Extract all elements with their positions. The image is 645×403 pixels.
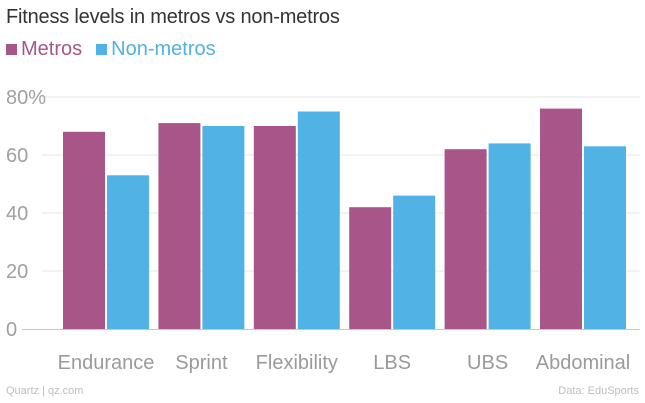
legend-label-metros: Metros	[21, 38, 83, 60]
bar-non-metros-lbs	[393, 195, 436, 329]
y-tick-label: 40	[6, 203, 28, 225]
footer-source-left: Quartz | qz.com	[6, 385, 84, 397]
x-tick-label: Abdominal	[536, 352, 631, 374]
x-tick-label: Sprint	[175, 352, 228, 374]
bar-metros-abdominal	[540, 108, 582, 329]
bar-metros-endurance	[63, 131, 105, 329]
legend-swatch-metros	[6, 44, 17, 55]
y-tick-label: 80%	[6, 87, 46, 109]
chart-title: Fitness levels in metros vs non-metros	[6, 6, 340, 28]
bar-non-metros-abdominal	[584, 146, 626, 329]
y-tick-label: 0	[6, 319, 17, 341]
legend: Metros Non-metros	[6, 38, 230, 61]
y-tick-label: 20	[6, 261, 28, 283]
bar-non-metros-flexibility	[297, 111, 340, 329]
x-tick-label: Flexibility	[256, 352, 338, 374]
bar-non-metros-sprint	[202, 126, 245, 329]
x-tick-label: UBS	[467, 352, 508, 374]
legend-label-non-metros: Non-metros	[111, 38, 216, 60]
legend-item-metros: Metros	[6, 38, 82, 61]
x-tick-label: LBS	[373, 352, 411, 374]
legend-item-non-metros: Non-metros	[96, 38, 216, 61]
bar-non-metros-endurance	[107, 175, 149, 329]
footer-source-right: Data: EduSports	[558, 385, 639, 397]
y-tick-label: 60	[6, 145, 28, 167]
bar-metros-lbs	[349, 207, 392, 329]
bar-metros-sprint	[158, 123, 201, 329]
bar-metros-ubs	[444, 149, 487, 329]
bar-non-metros-ubs	[488, 143, 531, 329]
x-tick-label: Endurance	[58, 352, 155, 374]
bar-metros-flexibility	[253, 126, 296, 329]
legend-swatch-non-metros	[96, 44, 108, 55]
